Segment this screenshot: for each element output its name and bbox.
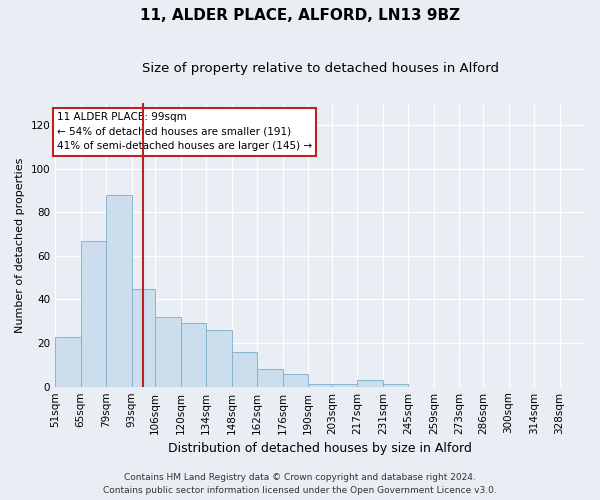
Bar <box>358 380 383 386</box>
Text: 11 ALDER PLACE: 99sqm
← 54% of detached houses are smaller (191)
41% of semi-det: 11 ALDER PLACE: 99sqm ← 54% of detached … <box>57 112 312 152</box>
Bar <box>181 324 206 386</box>
Bar <box>206 330 232 386</box>
Title: Size of property relative to detached houses in Alford: Size of property relative to detached ho… <box>142 62 499 76</box>
Bar <box>55 336 80 386</box>
Bar <box>383 384 409 386</box>
Bar <box>106 194 131 386</box>
Bar <box>283 374 308 386</box>
Bar <box>332 384 358 386</box>
Bar <box>155 317 181 386</box>
Y-axis label: Number of detached properties: Number of detached properties <box>15 157 25 332</box>
Bar <box>80 240 106 386</box>
Bar <box>257 369 283 386</box>
X-axis label: Distribution of detached houses by size in Alford: Distribution of detached houses by size … <box>168 442 472 455</box>
Bar <box>131 288 155 386</box>
Text: 11, ALDER PLACE, ALFORD, LN13 9BZ: 11, ALDER PLACE, ALFORD, LN13 9BZ <box>140 8 460 22</box>
Bar <box>308 384 332 386</box>
Bar <box>232 352 257 386</box>
Text: Contains HM Land Registry data © Crown copyright and database right 2024.
Contai: Contains HM Land Registry data © Crown c… <box>103 474 497 495</box>
